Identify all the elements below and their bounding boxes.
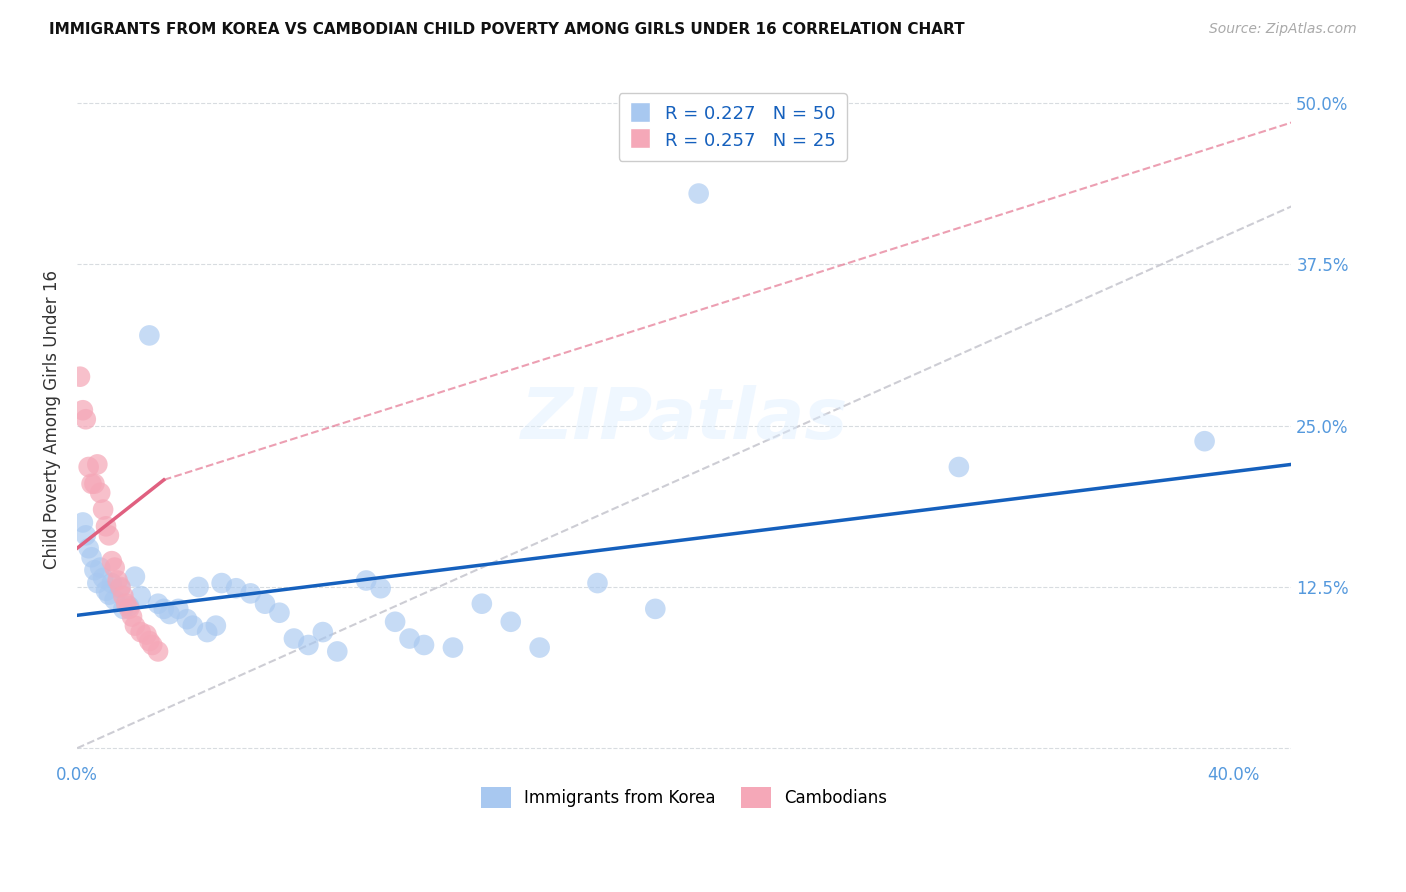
Point (121, 609, 143, 624)
Legend: Immigrants from Korea, Cambodians: Immigrants from Korea, Cambodians (474, 780, 894, 814)
Point (195, 625, 218, 640)
Point (499, 615, 522, 629)
Point (75, 528, 97, 542)
Point (146, 597, 169, 611)
Text: Source: ZipAtlas.com: Source: ZipAtlas.com (1209, 22, 1357, 37)
Point (167, 602, 190, 616)
Point (384, 615, 406, 629)
Point (135, 628, 157, 642)
Point (97, 588, 120, 602)
Point (77, 460, 100, 475)
Y-axis label: Child Poverty Among Girls Under 16: Child Poverty Among Girls Under 16 (44, 269, 60, 569)
Point (91, 571, 114, 585)
Point (187, 580, 209, 594)
Point (948, 460, 970, 475)
Point (269, 606, 291, 620)
Point (104, 592, 127, 607)
Point (101, 576, 124, 591)
Point (97, 528, 120, 542)
Point (80, 476, 103, 491)
Point (94, 519, 117, 533)
Point (176, 612, 198, 626)
Point (159, 607, 181, 621)
Point (441, 640, 464, 655)
Point (112, 602, 135, 616)
Point (297, 638, 319, 652)
Point (205, 618, 228, 632)
Point (124, 618, 146, 632)
Point (586, 576, 609, 591)
Point (211, 576, 233, 591)
Point (413, 638, 436, 652)
Point (471, 597, 494, 611)
Point (89, 560, 111, 574)
Point (115, 597, 138, 611)
Text: ZIPatlas: ZIPatlas (520, 384, 848, 454)
Point (529, 640, 551, 655)
Point (129, 625, 152, 640)
Point (370, 581, 392, 595)
Point (141, 638, 163, 652)
Point (72, 403, 94, 417)
Point (91, 502, 114, 516)
Point (138, 634, 160, 648)
Point (75, 412, 97, 426)
Point (86, 458, 108, 472)
Point (72, 516, 94, 530)
Point (253, 597, 276, 611)
Point (110, 580, 132, 594)
Point (89, 485, 111, 500)
Point (77, 541, 100, 556)
Point (101, 554, 124, 568)
Point (129, 589, 152, 603)
Point (104, 560, 127, 574)
Point (225, 581, 247, 595)
Point (107, 574, 129, 588)
Point (118, 602, 141, 616)
Point (124, 569, 146, 583)
Point (153, 602, 176, 616)
Point (86, 576, 108, 591)
Point (83, 476, 105, 491)
Point (181, 618, 204, 632)
Point (1194, 434, 1216, 449)
Point (644, 602, 666, 616)
Point (283, 632, 305, 646)
Point (118, 599, 141, 614)
Point (688, 186, 710, 201)
Point (69, 369, 91, 384)
Point (146, 644, 169, 658)
Point (112, 589, 135, 603)
Point (398, 632, 420, 646)
Text: IMMIGRANTS FROM KOREA VS CAMBODIAN CHILD POVERTY AMONG GIRLS UNDER 16 CORRELATIO: IMMIGRANTS FROM KOREA VS CAMBODIAN CHILD… (49, 22, 965, 37)
Point (312, 625, 335, 640)
Point (354, 574, 377, 588)
Point (110, 581, 132, 595)
Point (326, 644, 349, 658)
Point (80, 550, 103, 565)
Point (138, 328, 160, 343)
Point (239, 586, 262, 600)
Point (83, 563, 105, 577)
Point (94, 583, 117, 598)
